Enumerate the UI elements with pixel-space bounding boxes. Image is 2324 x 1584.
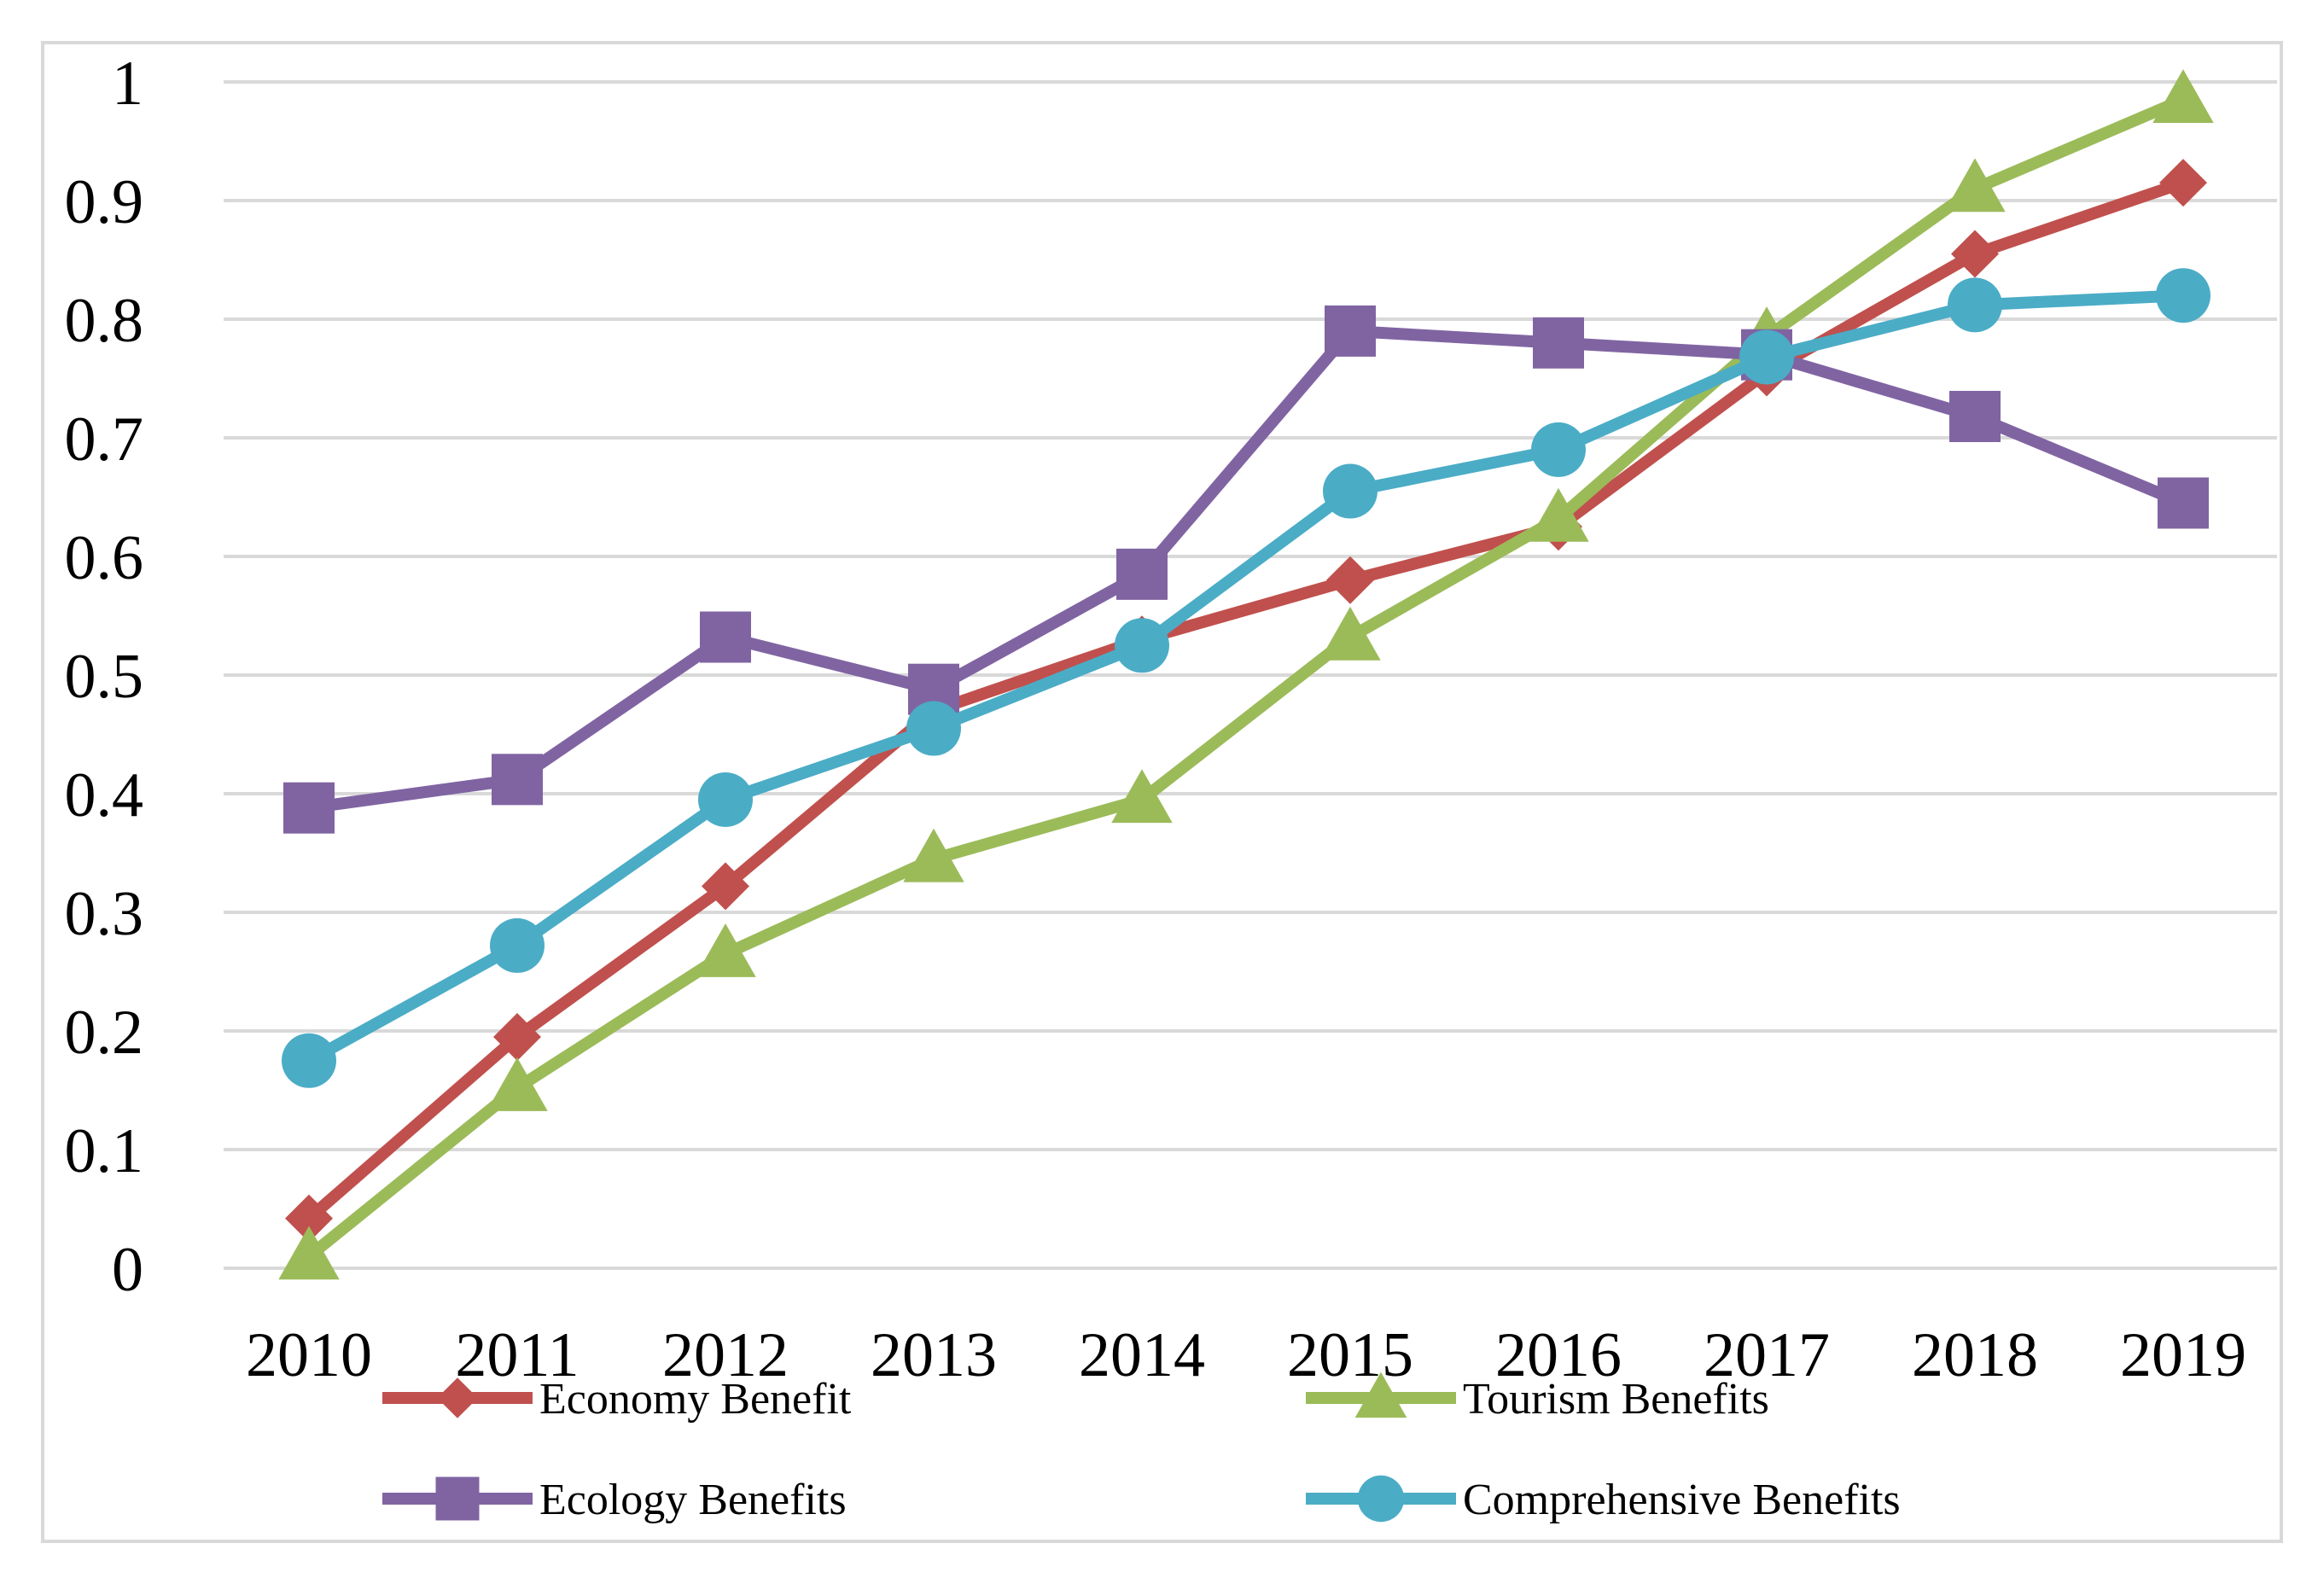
series-group	[278, 69, 2214, 1280]
data-point	[283, 782, 335, 834]
data-point	[1739, 329, 1794, 385]
x-tick-label: 2011	[455, 1320, 579, 1390]
y-tick-label: 0.4	[65, 760, 144, 830]
data-point	[1115, 618, 1169, 673]
x-tick-label: 2018	[1912, 1320, 2038, 1390]
gridlines	[224, 80, 2277, 1270]
x-tick-label: 2012	[662, 1320, 789, 1390]
data-point	[903, 828, 964, 882]
y-tick-label: 0.8	[65, 286, 144, 356]
data-point	[1531, 422, 1586, 477]
x-tick-label: 2013	[871, 1320, 997, 1390]
series-line	[305, 177, 2186, 1223]
y-tick-label: 0	[112, 1235, 143, 1305]
data-point	[1111, 769, 1173, 824]
data-point	[906, 701, 961, 756]
data-point	[2156, 268, 2210, 323]
series-line	[308, 324, 2186, 814]
x-tick-label: 2015	[1287, 1320, 1413, 1390]
legend-label: Tourism Benefits	[1463, 1375, 1769, 1424]
legend-marker	[1354, 1371, 1407, 1418]
legend-entry: Comprehensive Benefits	[1306, 1475, 1901, 1524]
data-point	[486, 1057, 548, 1111]
y-axis-ticks: 0 0.1 0.2 0.3 0.4 0.5 0.6 0.7 0.8 0.9 1	[65, 49, 144, 1305]
data-point	[285, 1194, 333, 1243]
y-tick-label: 0.6	[65, 523, 144, 593]
legend-entry: Ecology Benefits	[382, 1476, 847, 1524]
series-line	[305, 94, 2186, 1261]
data-point	[1326, 556, 1374, 604]
x-axis-ticks: 2010 2011 2012 2013 2014 2015 2016 2017 2018 2019	[246, 1320, 2246, 1390]
data-point	[695, 923, 756, 977]
data-point	[282, 1033, 336, 1088]
data-point	[1533, 317, 1584, 369]
y-tick-label: 0.9	[65, 167, 144, 237]
y-tick-label: 0.2	[65, 998, 144, 1068]
data-point	[2159, 159, 2207, 207]
legend-marker	[435, 1476, 480, 1521]
x-tick-label: 2014	[1079, 1320, 1205, 1390]
data-point	[493, 1012, 541, 1061]
series-line	[306, 289, 2184, 1066]
y-tick-label: 1	[112, 49, 143, 119]
y-tick-label: 0.3	[65, 879, 144, 949]
legend-marker	[1357, 1475, 1405, 1523]
x-tick-label: 2019	[2120, 1320, 2246, 1390]
data-point	[1323, 463, 1378, 519]
series-comprehensive-benefits	[282, 268, 2210, 1088]
series-economy-benefit	[285, 159, 2207, 1243]
legend-entry: Tourism Benefits	[1306, 1371, 1769, 1424]
data-point	[492, 754, 543, 806]
data-point	[1528, 487, 1589, 542]
legend: Economy Benefit Tourism Benefits Ecology B…	[382, 1371, 1901, 1524]
data-point	[490, 917, 545, 973]
legend-label: Economy Benefit	[539, 1375, 852, 1424]
x-tick-label: 2017	[1704, 1320, 1830, 1390]
legend-label: Ecology Benefits	[539, 1476, 847, 1524]
data-point	[2158, 477, 2209, 529]
legend-entry: Economy Benefit	[382, 1375, 852, 1424]
data-point	[1325, 305, 1376, 357]
x-tick-label: 2016	[1495, 1320, 1622, 1390]
data-point	[1319, 606, 1381, 661]
data-point	[2152, 69, 2214, 124]
data-point	[1949, 390, 2001, 442]
data-point	[698, 772, 753, 827]
y-tick-label: 0.1	[65, 1116, 144, 1186]
data-point	[700, 611, 751, 663]
data-point	[1944, 158, 2006, 213]
y-tick-label: 0.5	[65, 642, 144, 712]
legend-marker	[437, 1377, 478, 1418]
data-point	[278, 1226, 340, 1280]
series-ecology-benefits	[283, 305, 2209, 834]
data-point	[702, 862, 749, 911]
legend-label: Comprehensive Benefits	[1463, 1476, 1901, 1524]
data-point	[1116, 548, 1168, 600]
data-point	[1948, 277, 2002, 333]
x-tick-label: 2010	[246, 1320, 372, 1390]
data-point	[1951, 230, 1999, 278]
y-tick-label: 0.7	[65, 405, 144, 475]
